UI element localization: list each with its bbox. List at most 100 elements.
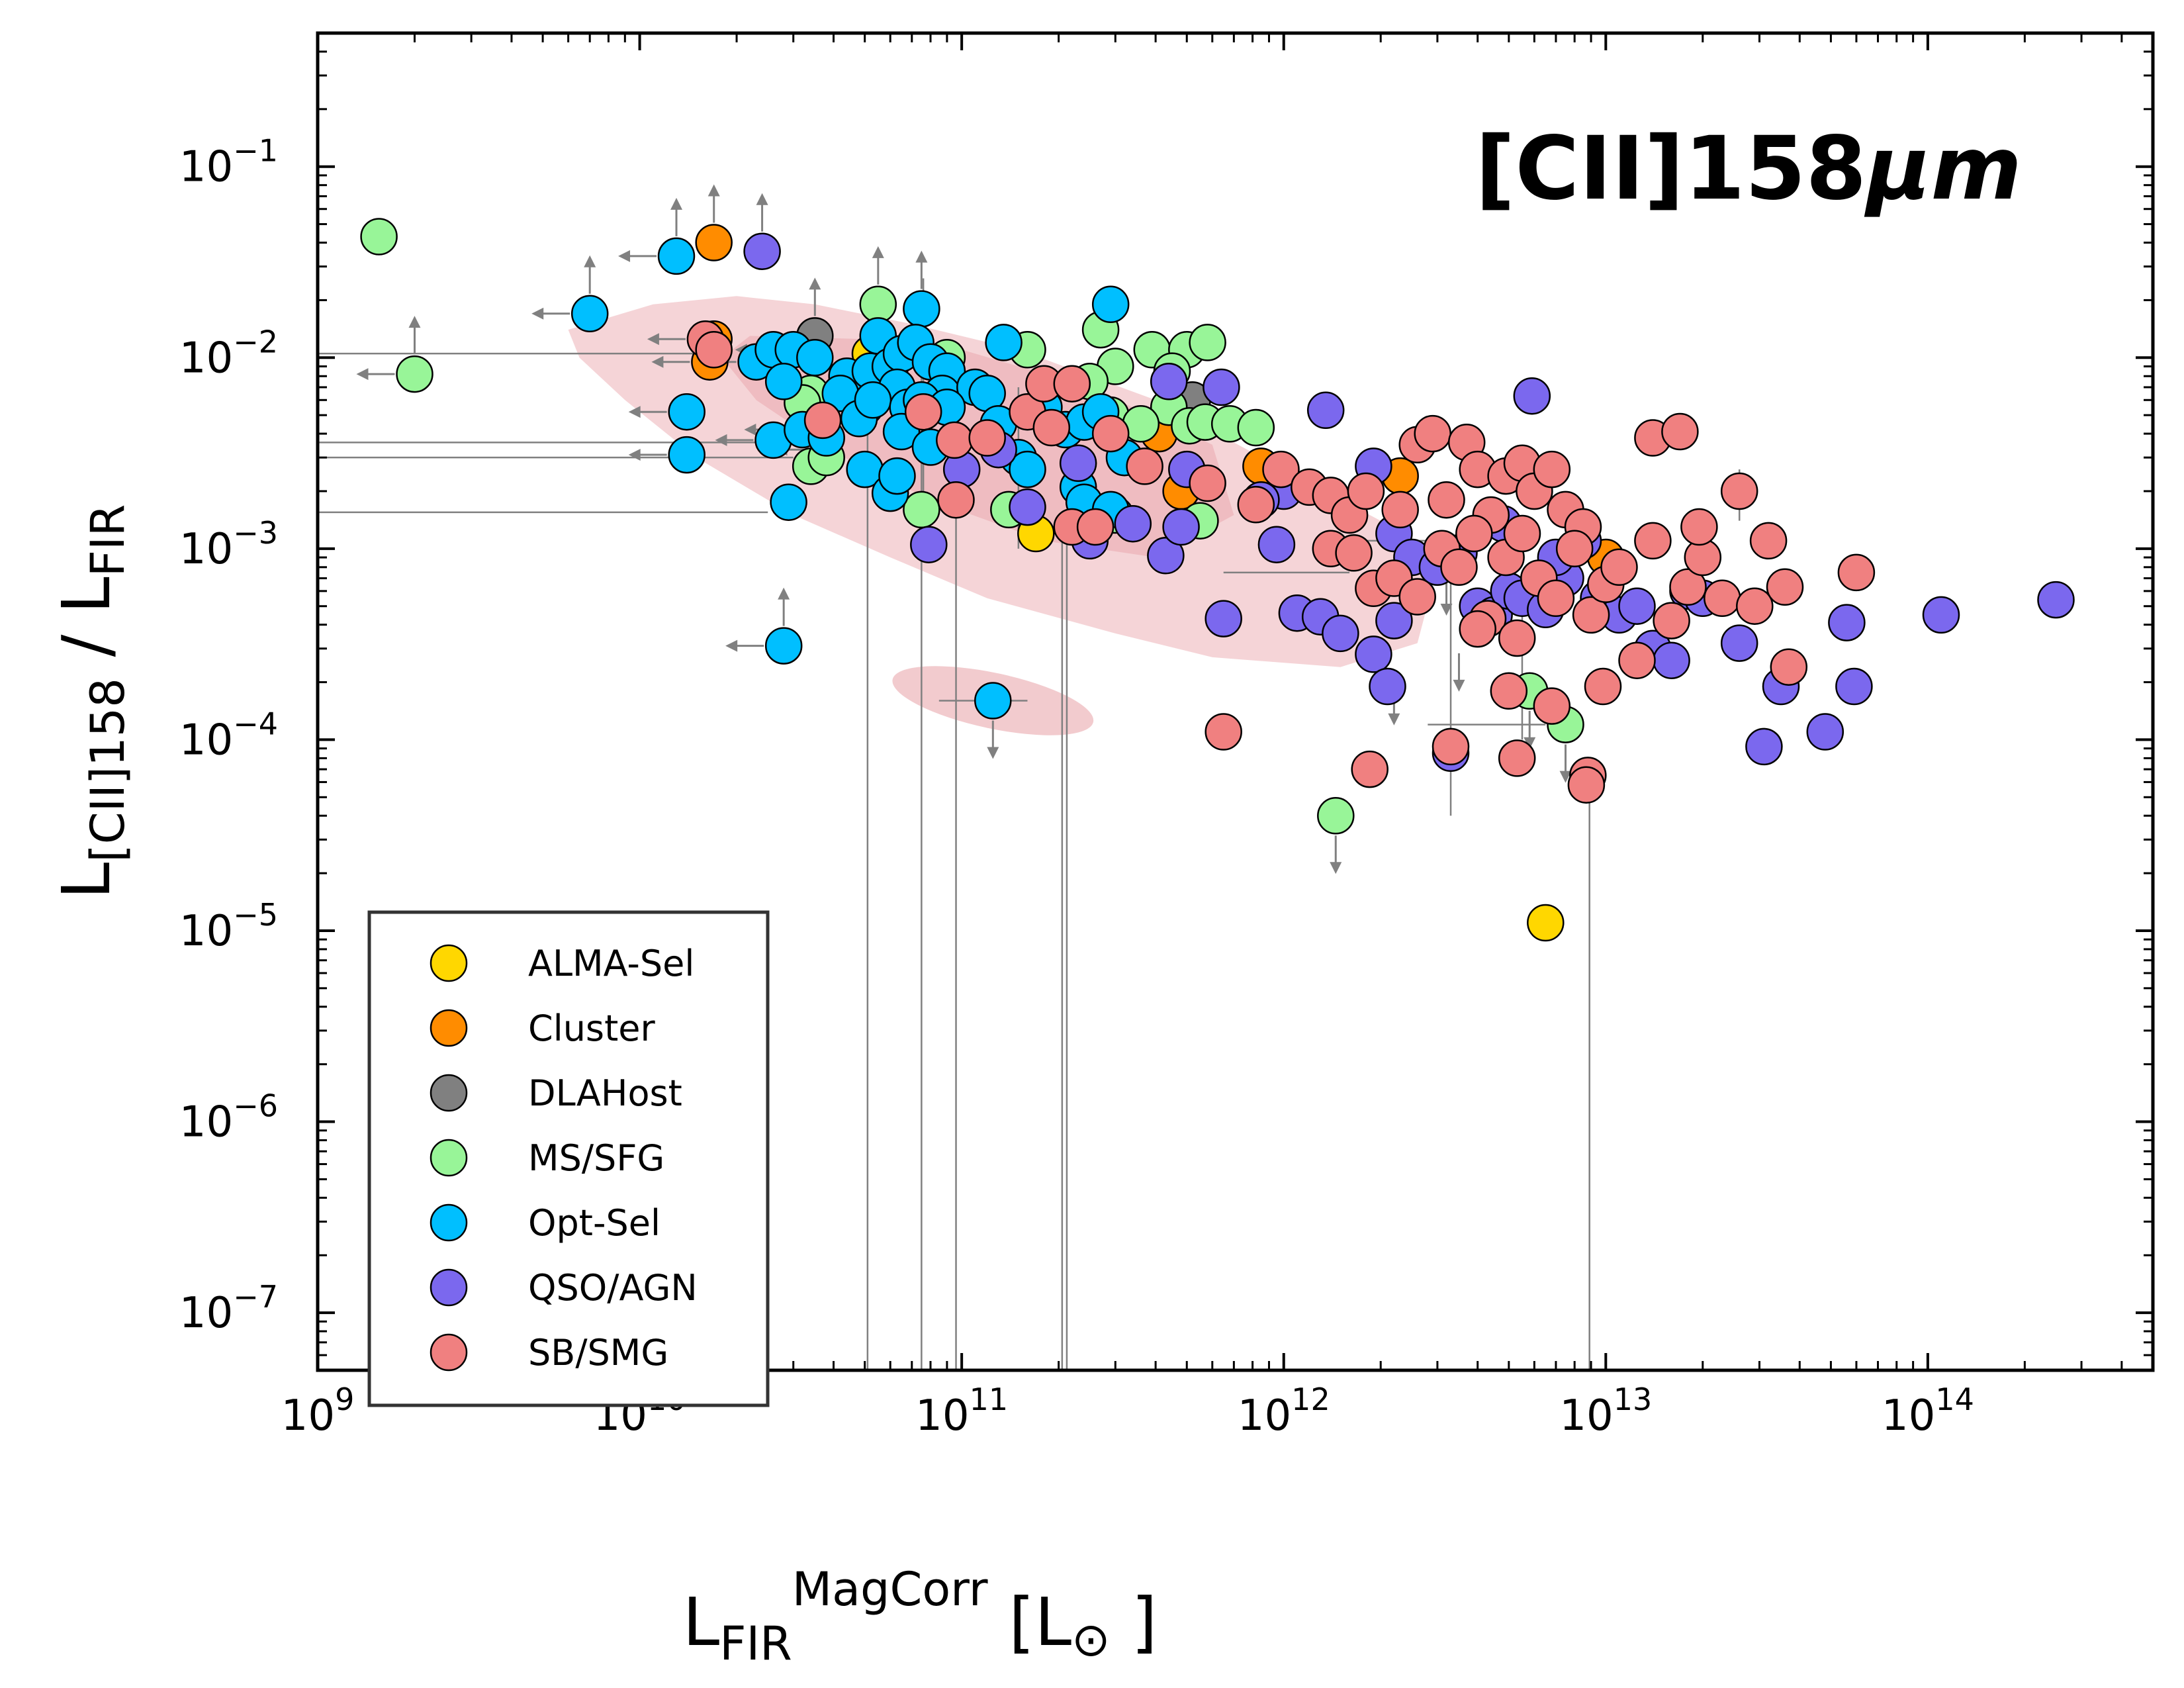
point-sb-smg [1459, 610, 1496, 648]
point-opt-sel [668, 436, 705, 474]
point-ms-sfg [396, 355, 433, 393]
point-sb-smg [1669, 568, 1707, 606]
legend-label-sb-smg: SB/SMG [528, 1332, 668, 1374]
limit-arrow-head [915, 250, 928, 263]
point-qso-agn [1369, 667, 1406, 706]
point-sb-smg [904, 393, 942, 431]
point-qso-agn [1835, 667, 1873, 706]
y-tick-label: 10−4 [179, 706, 278, 765]
y-tick-label: 10−2 [179, 324, 278, 383]
point-sb-smg [1537, 579, 1575, 618]
limit-arrow-head [584, 255, 596, 267]
point-sb-smg [1381, 491, 1419, 529]
point-qso-agn [1806, 713, 1844, 751]
point-opt-sel [878, 457, 916, 495]
limit-arrow-head [531, 307, 544, 320]
point-qso-agn [1375, 602, 1413, 639]
point-opt-sel [657, 237, 696, 275]
point-opt-sel [1091, 285, 1130, 324]
point-sb-smg [1704, 579, 1741, 618]
point-sb-smg [803, 401, 842, 440]
point-sb-smg [1584, 667, 1622, 706]
point-qso-agn [1355, 635, 1392, 673]
point-sb-smg [1533, 450, 1571, 489]
point-opt-sel [764, 627, 803, 665]
point-qso-agn [1618, 587, 1656, 625]
limit-arrow-head [872, 246, 884, 258]
point-sb-smg [1736, 587, 1774, 625]
limit-arrow-head [1330, 862, 1342, 874]
limit-arrow-head [408, 316, 421, 328]
limit-arrow-head [715, 434, 727, 446]
point-sb-smg [1498, 739, 1536, 777]
point-opt-sel [974, 682, 1012, 720]
axis-ticks [316, 33, 2153, 1370]
point-qso-agn [1009, 488, 1046, 526]
limit-arrow-head [725, 639, 738, 652]
point-qso-agn [1653, 641, 1690, 679]
plot-frame [316, 31, 2155, 1372]
y-tick-label: 10−1 [179, 133, 278, 192]
point-qso-agn [1828, 604, 1866, 641]
point-ms-sfg [360, 218, 398, 256]
point-opt-sel [903, 290, 940, 328]
point-sb-smg [1053, 365, 1091, 402]
limit-arrow-head [756, 193, 768, 205]
point-sb-smg [1432, 727, 1470, 766]
point-sb-smg [1498, 619, 1536, 657]
point-sb-smg [695, 331, 733, 369]
point-sb-smg [1618, 641, 1656, 679]
point-sb-smg [1335, 534, 1373, 572]
legend-marker-dlahost [430, 1074, 468, 1112]
y-tick-label: 10−7 [179, 1279, 278, 1338]
point-sb-smg [1490, 672, 1528, 710]
y-tick-label: 10−6 [179, 1088, 278, 1147]
point-qso-agn [1306, 391, 1345, 430]
limit-arrow-head [651, 355, 664, 368]
point-sb-smg [1440, 548, 1478, 586]
point-qso-agn [743, 232, 781, 270]
limit-arrow-head [1388, 713, 1400, 726]
point-opt-sel [796, 339, 834, 377]
point-opt-sel [764, 363, 803, 400]
point-sb-smg [1533, 687, 1571, 725]
limit-arrow-head [618, 250, 631, 262]
point-opt-sel [668, 393, 705, 431]
legend-label-qso-agn: QSO/AGN [528, 1267, 698, 1309]
legend: ALMA-Sel Cluster DLAHost MS/SFG Opt-Sel QSO/A… [367, 910, 770, 1407]
annotation-title: [CII]158μm [1475, 118, 2022, 220]
point-sb-smg [1749, 522, 1788, 560]
point-sb-smg [1262, 450, 1300, 489]
legend-marker-opt-sel [430, 1203, 468, 1242]
point-opt-sel [770, 483, 807, 521]
point-qso-agn [1114, 504, 1152, 543]
point-ms-sfg [1237, 408, 1275, 447]
limit-arrow-head [1440, 604, 1453, 616]
limit-arrow-head [628, 406, 641, 418]
y-tick-label: 10−5 [179, 897, 278, 956]
point-qso-agn [1513, 377, 1551, 415]
limit-arrow-head [1559, 771, 1572, 783]
point-qso-agn [1257, 526, 1296, 563]
point-sb-smg [1414, 414, 1451, 453]
point-ms-sfg [903, 491, 940, 529]
point-sb-smg [1770, 648, 1808, 686]
point-sb-smg [1567, 766, 1606, 804]
point-sb-smg [1126, 447, 1163, 485]
annotation-unit: μm [1864, 118, 2022, 220]
point-sb-smg [1347, 472, 1385, 510]
point-opt-sel [854, 381, 892, 419]
point-qso-agn [1922, 596, 1960, 634]
legend-label-opt-sel: Opt-Sel [528, 1202, 660, 1244]
data-points [360, 218, 2075, 942]
point-sb-smg [1766, 568, 1804, 606]
legend-marker-ms-sfg [430, 1139, 468, 1177]
point-sb-smg [1351, 750, 1388, 788]
point-ms-sfg [1317, 797, 1355, 835]
point-sb-smg [1428, 481, 1465, 519]
point-sb-smg [1205, 713, 1242, 751]
point-sb-smg [1572, 596, 1610, 634]
point-sb-smg [968, 419, 1006, 457]
